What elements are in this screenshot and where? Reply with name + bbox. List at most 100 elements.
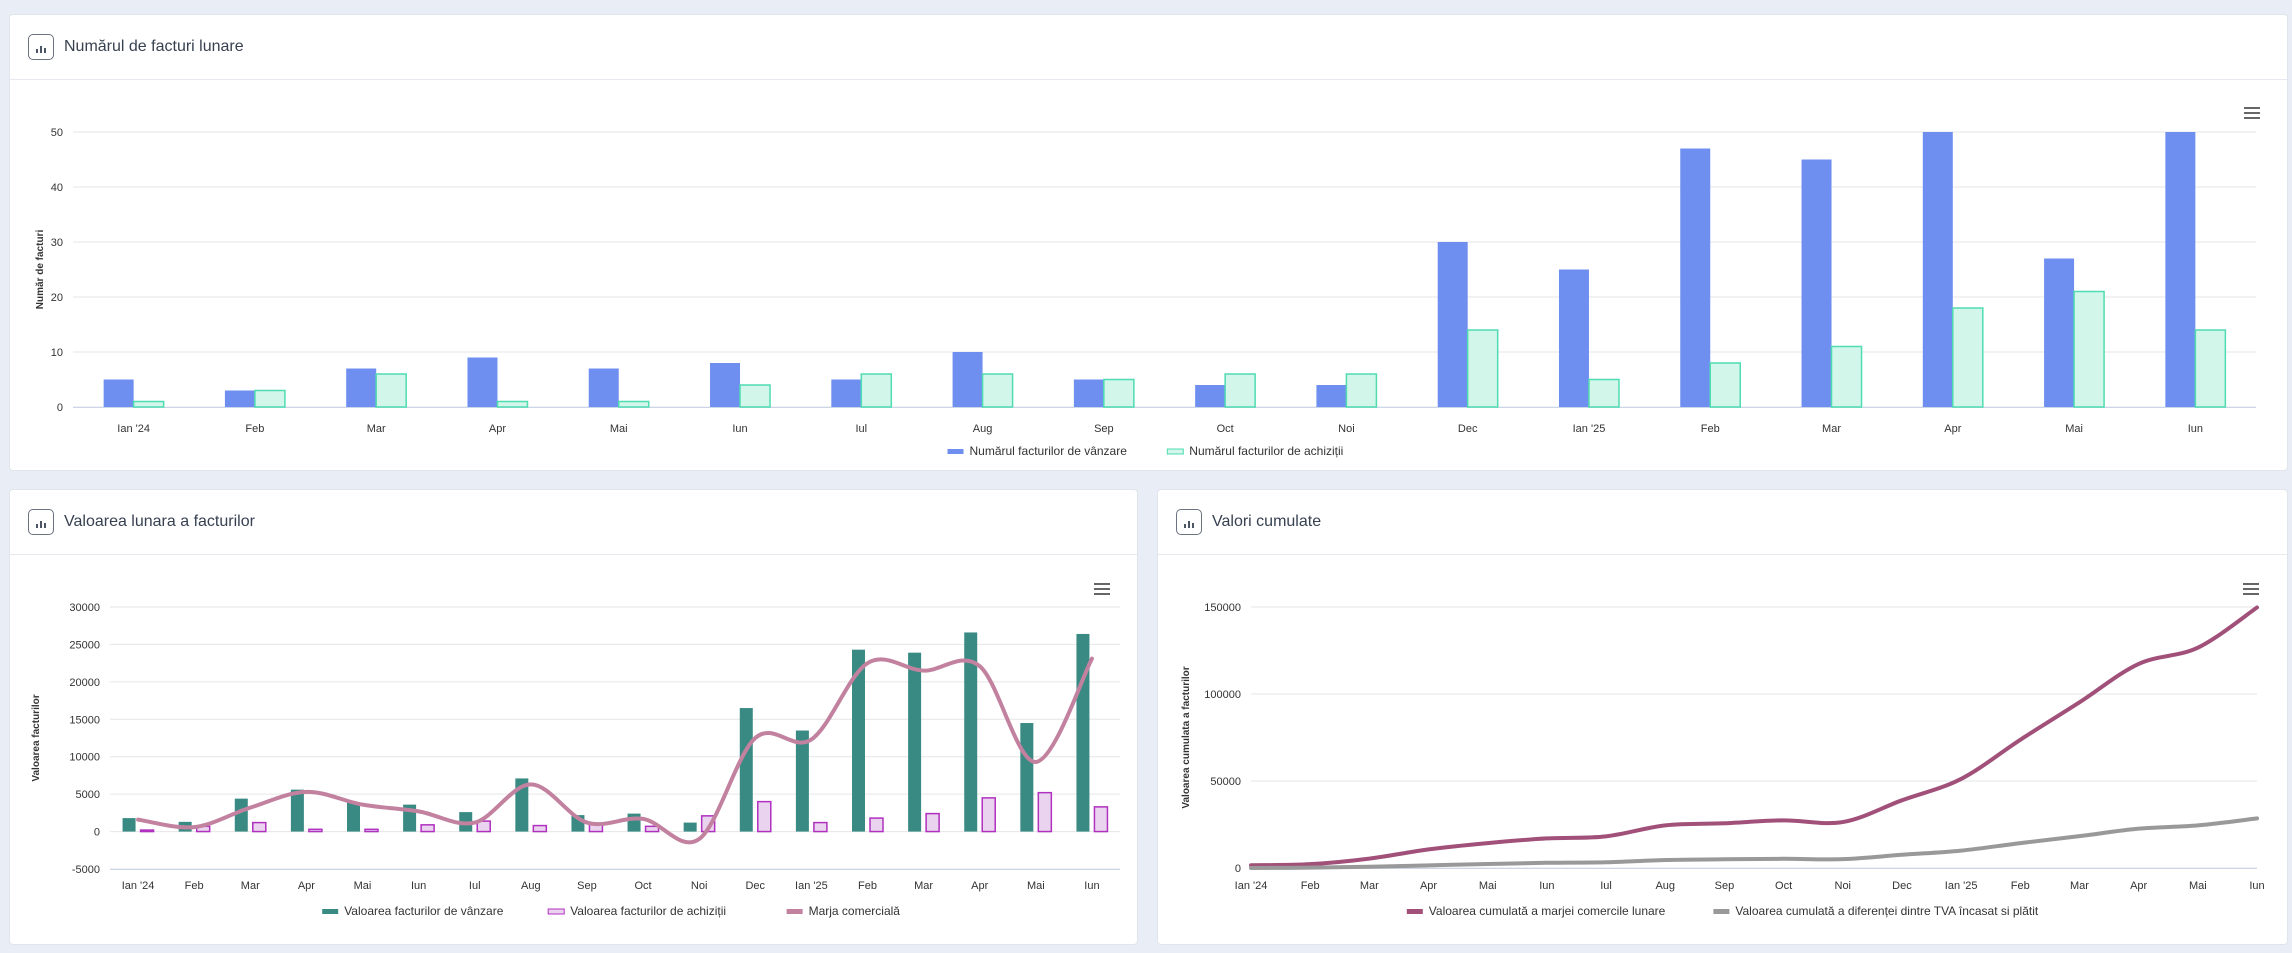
bar: [908, 652, 922, 832]
legend-symbol: [1406, 909, 1423, 914]
bar: [813, 821, 828, 833]
x-tick-label: Mai: [610, 423, 628, 435]
x-tick-label: Apr: [1944, 423, 1961, 435]
card-cumulative: Valori cumulate 0 50000 100000 150000 Valoar…: [1157, 489, 2288, 945]
card-title: Valori cumulate: [1212, 513, 1322, 530]
bar: [869, 817, 884, 833]
x-tick-label: Sep: [1715, 880, 1735, 892]
x-tick-label: Apr: [489, 423, 506, 435]
hamburger-menu-icon[interactable]: [1094, 583, 1110, 595]
bar: [1830, 345, 1863, 408]
x-tick-label: Oct: [634, 880, 651, 892]
x-tick-label: Feb: [1301, 880, 1320, 892]
bar: [795, 730, 809, 832]
bar: [981, 797, 996, 833]
x-tick-label: Ian '24: [117, 423, 150, 435]
y-tick-label: 25000: [69, 639, 100, 651]
card-invoice-count: Numărul de facturi lunare 0 10 20 30 40 50 Num…: [9, 14, 2288, 471]
legend-symbol: [1166, 448, 1184, 455]
y-tick-label: 15000: [69, 714, 100, 726]
legend-item: Numărul facturilor de achiziții: [1189, 444, 1343, 458]
legend-item: Valoarea facturilor de achiziții: [570, 904, 726, 918]
bar: [476, 820, 491, 833]
bar-chart-icon: [28, 509, 54, 535]
bar: [964, 632, 978, 832]
card-invoice-value: Valoarea lunara a facturilor -5000 0 5000 1…: [9, 489, 1138, 945]
x-tick-label: Apr: [1420, 880, 1437, 892]
bar: [1801, 159, 1832, 407]
legend-symbol: [322, 909, 339, 914]
bar: [1093, 806, 1109, 833]
bar: [132, 400, 165, 408]
bar: [1922, 132, 1953, 407]
x-tick-label: Iun: [411, 880, 426, 892]
x-tick-label: Mar: [2070, 880, 2089, 892]
bar: [347, 802, 360, 832]
y-tick-label: 0: [1235, 863, 1241, 875]
y-tick-label: 20000: [69, 677, 100, 689]
legend-item: Marja comercială: [809, 904, 901, 918]
legend-item: Valoarea cumulată a marjei comercile lun…: [1429, 904, 1666, 918]
x-tick-label: Iun: [1539, 880, 1554, 892]
bar: [831, 379, 862, 407]
x-tick-label: Apr: [2130, 880, 2147, 892]
x-tick-label: Feb: [1701, 423, 1720, 435]
card-header: Numărul de facturi lunare: [10, 15, 2287, 80]
bar: [515, 778, 529, 832]
card-title: Numărul de facturi lunare: [64, 38, 244, 55]
chart-invoice-count: 0 10 20 30 40 50 Număr de facturi Ian '24 Feb Mar…: [35, 127, 2256, 458]
bar: [2044, 258, 2075, 407]
bar: [1345, 373, 1378, 408]
x-tick-label: Iun: [2249, 880, 2264, 892]
bar: [618, 400, 650, 408]
bar: [290, 789, 304, 832]
card-title: Valoarea lunara a facturilor: [64, 513, 255, 530]
x-tick-label: Dec: [1458, 423, 1478, 435]
bar: [952, 352, 983, 407]
x-tick-label: Oct: [1217, 423, 1234, 435]
x-tick-label: Mar: [241, 880, 260, 892]
bar: [496, 400, 529, 408]
x-tick-label: Feb: [245, 423, 264, 435]
bar: [2194, 329, 2227, 408]
x-tick-label: Sep: [577, 880, 597, 892]
bar: [860, 373, 893, 408]
bar: [1037, 791, 1053, 833]
bar: [588, 368, 619, 407]
bar: [683, 822, 697, 832]
hamburger-menu-icon[interactable]: [2243, 583, 2259, 595]
hamburger-menu-icon[interactable]: [2244, 107, 2260, 119]
x-tick-label: Dec: [745, 880, 765, 892]
bar: [1316, 385, 1347, 407]
x-tick-label: Mai: [2065, 423, 2083, 435]
bar: [308, 828, 323, 833]
x-tick-label: Iun: [1084, 880, 1099, 892]
bar: [739, 384, 771, 408]
bar: [122, 818, 136, 832]
bar-chart-icon: [28, 34, 54, 60]
x-tick-label: Feb: [858, 880, 877, 892]
x-tick-label: Feb: [185, 880, 204, 892]
y-tick-label: 0: [57, 402, 63, 414]
bar: [1558, 269, 1589, 407]
legend-symbol: [786, 909, 803, 914]
bar-chart-icon: [1176, 509, 1202, 535]
x-tick-label: Ian '25: [1573, 423, 1606, 435]
x-tick-label: Sep: [1094, 423, 1114, 435]
bar: [254, 389, 286, 408]
y-tick-label: 100000: [1204, 689, 1241, 701]
bar: [1709, 362, 1741, 408]
bar: [1680, 148, 1711, 407]
legend-item: Valoarea facturilor de vânzare: [344, 904, 504, 918]
x-tick-label: Ian '24: [122, 880, 155, 892]
bar: [2073, 290, 2105, 408]
bar: [981, 373, 1014, 408]
x-tick-label: Oct: [1775, 880, 1792, 892]
bar: [467, 357, 498, 407]
y-tick-label: 50000: [1210, 776, 1241, 788]
card-header: Valori cumulate: [1158, 490, 2287, 555]
legend-symbol: [1713, 909, 1730, 914]
x-tick-label: Aug: [521, 880, 541, 892]
y-tick-label: 0: [94, 827, 100, 839]
x-tick-label: Noi: [1338, 423, 1355, 435]
